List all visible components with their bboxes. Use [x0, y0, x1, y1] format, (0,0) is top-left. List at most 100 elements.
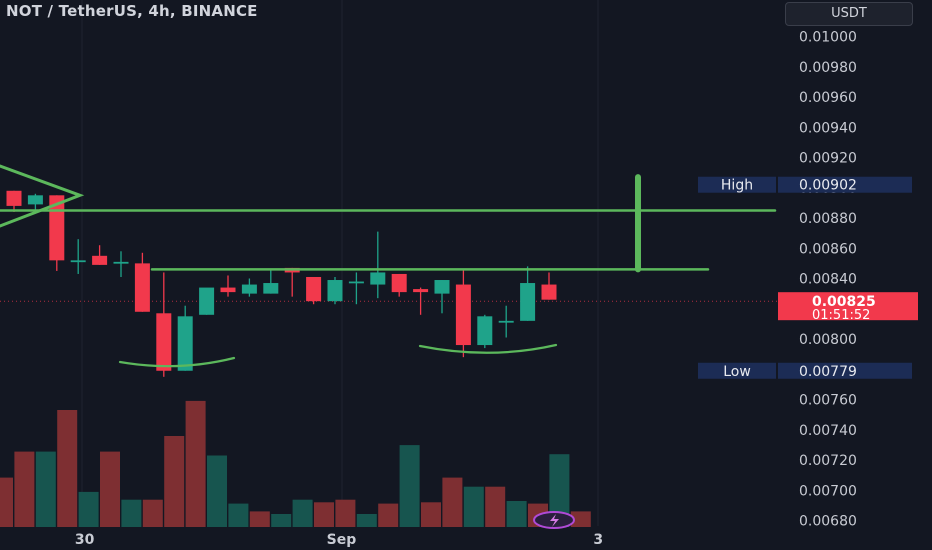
candle-body: [370, 272, 386, 285]
volume-bar: [356, 514, 377, 527]
candle-body: [520, 283, 536, 321]
candle: [520, 266, 536, 321]
x-tick-label: 3: [593, 532, 603, 548]
candle: [177, 305, 193, 371]
volume-bar: [442, 477, 463, 527]
candle: [70, 239, 86, 274]
y-tick-label: 0.01000: [799, 30, 857, 46]
candle: [477, 314, 493, 349]
high-tag-label-box: [698, 176, 776, 193]
candle: [348, 272, 364, 305]
y-tick-label: 0.00860: [799, 241, 857, 257]
volume-bar: [142, 499, 163, 527]
x-tick-label: 30: [75, 532, 95, 548]
candle-body: [413, 289, 429, 293]
y-axis: 0.01000 0.00980 0.00960 0.00940 0.00920 0.009…: [799, 30, 857, 530]
candle: [541, 272, 557, 300]
candle-body: [92, 255, 108, 265]
candle: [413, 287, 429, 315]
volume-bar: [314, 502, 334, 527]
candles: [6, 190, 557, 377]
high-tag-value-box: [778, 176, 912, 193]
volume-bar: [100, 451, 120, 527]
candle: [113, 251, 129, 277]
lightning-icon[interactable]: [533, 511, 575, 529]
y-tick-label: 0.00920: [799, 151, 857, 167]
volume-bar: [485, 486, 506, 527]
candle: [6, 190, 22, 212]
candle: [241, 278, 257, 297]
y-tick-label: 0.00800: [799, 332, 857, 348]
candle-body: [455, 284, 471, 346]
volume-bar: [399, 445, 420, 527]
left-shoulder-arc: [118, 356, 236, 368]
low-tag-value: 0.00779: [799, 364, 857, 380]
high-tag: High 0.00902: [698, 176, 912, 194]
grid-lines: [81, 0, 599, 526]
x-axis: 30 Sep 3: [75, 532, 603, 548]
candle: [220, 275, 236, 297]
last-price-box: [778, 292, 918, 321]
candle-body: [306, 276, 322, 302]
low-tag-value-box: [778, 362, 912, 379]
candle-body: [177, 316, 193, 371]
candle: [263, 269, 279, 294]
low-tag-label: Low: [723, 364, 751, 380]
candle-body: [113, 261, 129, 264]
lightning-glyph: [550, 514, 559, 527]
currency-selector[interactable]: USDT: [785, 2, 913, 26]
volume-bar: [228, 503, 249, 527]
candle-body: [70, 260, 86, 263]
volume-bar: [378, 503, 399, 527]
volume-bar: [164, 436, 185, 527]
chart-title: NOT / TetherUS, 4h, BINANCE: [6, 2, 258, 20]
candle-body: [263, 283, 279, 294]
y-tick-label: 0.00960: [799, 90, 857, 106]
candle: [284, 267, 300, 297]
y-tick-label: 0.00700: [799, 483, 857, 499]
y-tick-label: 0.00760: [799, 393, 857, 409]
volume-bar: [570, 511, 591, 527]
low-tag-label-box: [698, 362, 776, 379]
x-tick-label: Sep: [327, 532, 357, 548]
candle-body: [327, 280, 343, 302]
y-tick-label: 0.00720: [799, 453, 857, 469]
volume-bar: [121, 499, 142, 527]
y-tick-label: 0.00940: [799, 120, 857, 136]
candle-body: [134, 263, 150, 312]
candle: [455, 269, 471, 358]
candle-body: [156, 313, 172, 371]
volume-bar: [78, 491, 99, 527]
y-tick-label: 0.00680: [799, 514, 857, 530]
candle-body: [391, 273, 407, 293]
volume-bar: [0, 477, 13, 527]
y-tick-label: 0.00840: [799, 272, 857, 288]
volume-bar: [463, 486, 484, 527]
high-tag-value: 0.00902: [799, 178, 857, 194]
countdown-timer: 01:51:52: [812, 308, 870, 323]
volume-bars: [0, 400, 591, 527]
drawings: [0, 164, 777, 368]
candle: [370, 231, 386, 299]
candle-body: [477, 316, 493, 346]
volume-bar: [207, 455, 227, 527]
last-price-value: 0.00825: [812, 294, 876, 310]
y-tick-label: 0.00740: [799, 423, 857, 439]
high-tag-label: High: [721, 178, 753, 194]
y-tick-label: 0.00980: [799, 60, 857, 76]
volume-bar: [271, 514, 292, 527]
candle: [434, 280, 450, 314]
volume-bar: [506, 501, 527, 527]
candle: [327, 276, 343, 305]
candle-body: [348, 281, 364, 284]
triangle-pattern: [0, 164, 85, 228]
candle: [92, 245, 108, 265]
candle: [156, 272, 172, 377]
candle: [391, 273, 407, 297]
volume-bar: [35, 451, 56, 527]
volume-bar: [14, 451, 35, 527]
volume-bar: [185, 400, 206, 527]
candle-body: [6, 190, 22, 206]
